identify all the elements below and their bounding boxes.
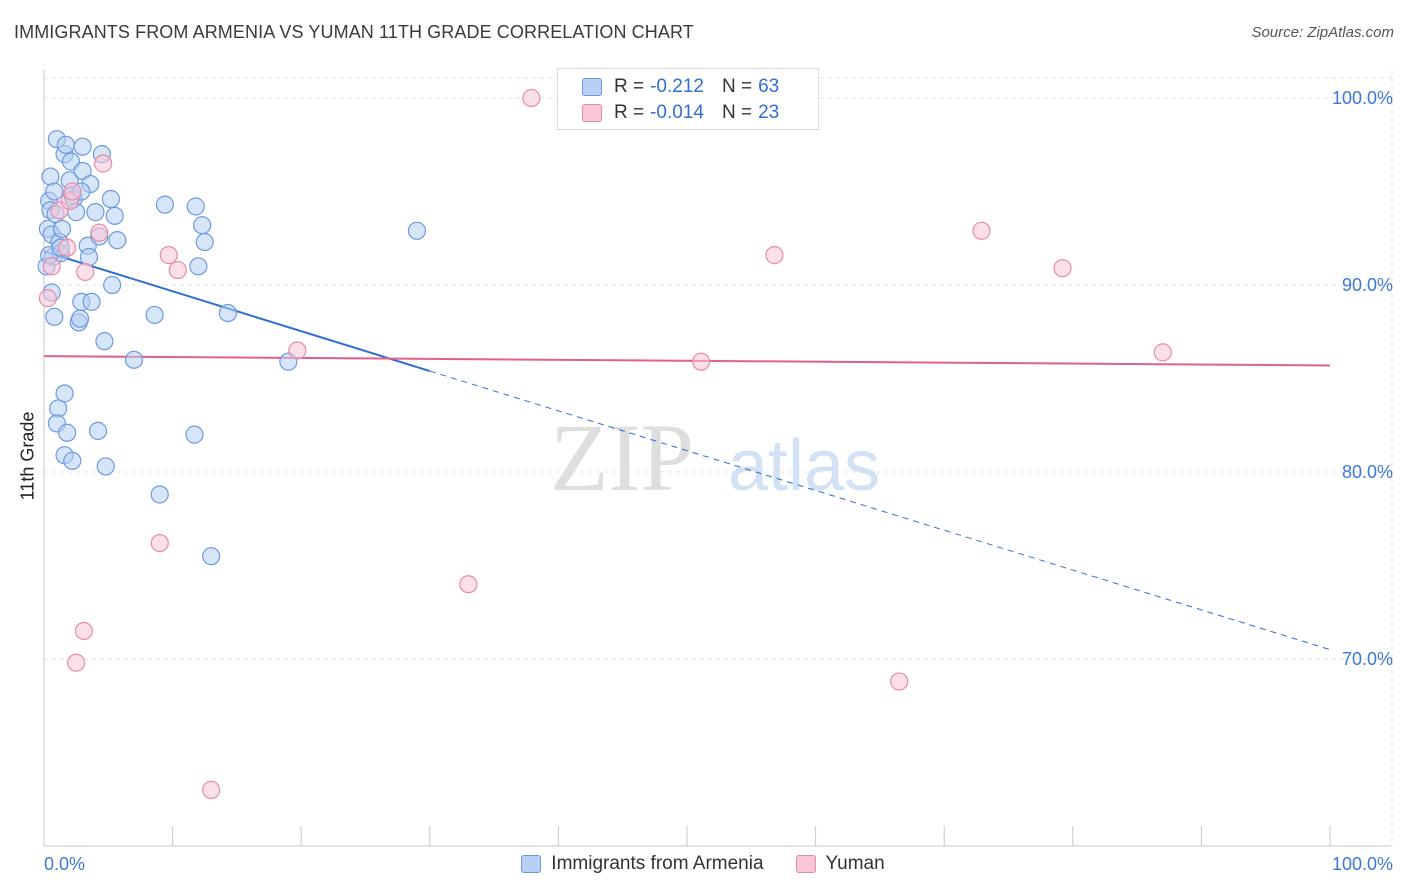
point-armenia [108, 231, 127, 250]
point-armenia [45, 307, 64, 326]
point-yuman [972, 221, 991, 240]
pink-swatch-icon [795, 855, 816, 873]
pink-swatch-icon [582, 104, 602, 122]
gridlines [44, 70, 1393, 846]
point-armenia [95, 332, 114, 351]
y-tick-label: 70.0% [1342, 649, 1393, 669]
axes [43, 70, 1392, 847]
n-label: N = [721, 76, 753, 97]
y-tick-label: 80.0% [1342, 462, 1393, 482]
n-value: 63 [758, 76, 780, 97]
point-armenia [70, 309, 90, 328]
point-yuman [288, 341, 307, 360]
n-value: 23 [758, 102, 780, 123]
legend-label: Yuman [825, 853, 885, 874]
point-yuman [692, 352, 711, 371]
point-yuman [150, 533, 169, 553]
point-armenia [88, 421, 108, 440]
point-armenia [193, 216, 212, 235]
point-yuman [168, 260, 187, 280]
point-armenia [105, 206, 124, 225]
point-armenia [45, 182, 64, 201]
point-armenia [49, 399, 68, 418]
tick-labels: 100.0% 90.0% 80.0% 70.0% 0.0% 100.0% [44, 88, 1393, 874]
point-armenia [218, 303, 237, 323]
x-tick-label-min: 0.0% [44, 854, 85, 874]
trend-line-yuman [43, 355, 1331, 367]
source-label: Source: ZipAtlas.com [1251, 24, 1394, 41]
point-armenia [86, 203, 105, 222]
point-yuman [1053, 259, 1072, 278]
point-armenia [407, 221, 427, 240]
point-armenia [73, 137, 92, 156]
r-label: R = [614, 102, 645, 123]
legend: Immigrants from Armenia Yuman [0, 852, 1406, 876]
point-yuman [94, 154, 113, 173]
point-armenia [202, 547, 221, 566]
blue-swatch-icon [582, 78, 602, 96]
legend-label: Immigrants from Armenia [551, 853, 764, 874]
point-armenia [41, 167, 60, 186]
trend-line-armenia-extension [429, 370, 1331, 651]
point-armenia [145, 305, 164, 325]
point-armenia [96, 457, 115, 476]
legend-item-yuman[interactable]: Yuman [795, 853, 885, 875]
watermark-zip: ZIP [550, 404, 694, 511]
point-armenia [63, 451, 82, 470]
point-yuman [76, 262, 95, 282]
point-armenia [185, 425, 204, 444]
point-yuman [890, 672, 909, 691]
y-tick-label: 90.0% [1342, 275, 1393, 295]
point-armenia [186, 197, 205, 216]
point-yuman [42, 257, 61, 276]
point-armenia [103, 275, 122, 295]
stats-row-yuman: R = -0.014 N = 23 [558, 100, 779, 126]
blue-swatch-icon [521, 855, 542, 873]
point-armenia [101, 189, 120, 209]
point-yuman [63, 182, 82, 201]
point-armenia [56, 135, 75, 154]
point-armenia [189, 257, 208, 276]
point-armenia [79, 247, 99, 267]
y-tick-label: 100.0% [1332, 88, 1393, 108]
x-tick-label-max: 100.0% [1332, 854, 1393, 874]
trend-line-armenia [43, 250, 431, 373]
stats-box: R = -0.212 N = 63 R = -0.014 N = 23 [557, 68, 819, 130]
point-yuman [1153, 343, 1172, 362]
trend-lines [43, 250, 1331, 651]
chart-title: IMMIGRANTS FROM ARMENIA VS YUMAN 11TH GR… [14, 22, 694, 42]
point-armenia [195, 232, 214, 252]
point-yuman [459, 575, 478, 594]
point-yuman [38, 289, 57, 308]
point-yuman [159, 246, 178, 265]
point-yuman [202, 780, 221, 800]
point-armenia [155, 195, 174, 214]
point-armenia [58, 423, 77, 442]
r-value: -0.212 [650, 76, 704, 97]
point-armenia [82, 292, 101, 311]
point-armenia [52, 219, 72, 239]
point-yuman [74, 621, 93, 641]
n-label: N = [721, 102, 753, 123]
point-armenia [55, 384, 74, 403]
point-yuman [67, 653, 86, 672]
point-yuman [522, 88, 541, 108]
point-yuman [58, 238, 77, 257]
point-armenia [150, 485, 169, 504]
point-yuman [765, 246, 784, 265]
stats-row-armenia: R = -0.212 N = 63 [558, 74, 779, 100]
watermark-atlas: atlas [728, 426, 880, 506]
point-armenia [124, 350, 144, 369]
legend-item-armenia[interactable]: Immigrants from Armenia [521, 853, 764, 875]
point-yuman [90, 223, 109, 242]
data-points [37, 88, 1172, 800]
r-label: R = [614, 76, 645, 97]
r-value: -0.014 [650, 102, 704, 123]
